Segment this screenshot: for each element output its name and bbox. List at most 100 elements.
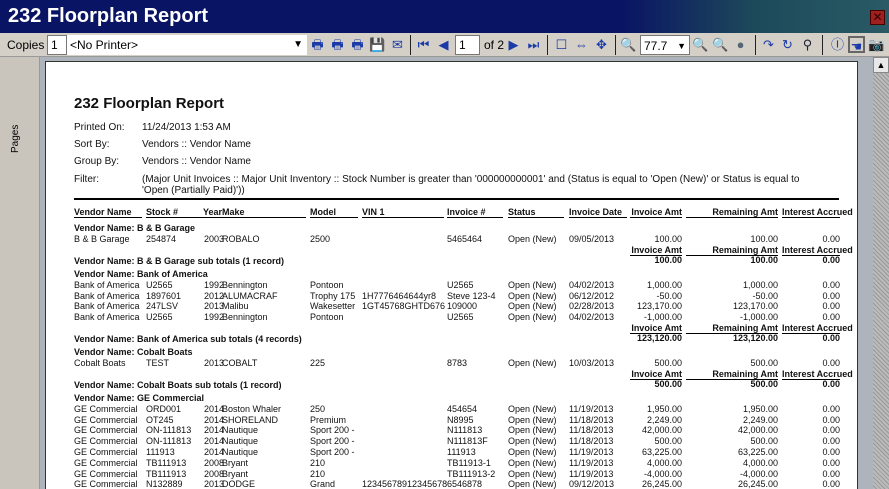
table-cell: COBALT [222, 358, 258, 368]
subtotal-value: 0.00 [822, 254, 840, 265]
hand-tool-icon[interactable]: ☚ [848, 36, 865, 54]
summary-header: Invoice Amt [630, 244, 682, 256]
print-setup-icon[interactable]: 🖶 [311, 37, 324, 52]
table-cell: -1,000.00 [643, 312, 682, 323]
table-cell: GE Commercial [74, 479, 138, 489]
table-cell: 210 [310, 468, 326, 479]
table-cell: 26,245.00 [737, 479, 778, 489]
pages-tab[interactable]: Pages [10, 124, 21, 153]
table-cell: Sport 200 - [310, 447, 355, 457]
table-cell: ORD001 [146, 403, 182, 414]
table-cell: 1,000.00 [646, 279, 682, 290]
table-cell: Open (New) [508, 457, 557, 468]
fit-page-icon[interactable]: ✥ [596, 37, 607, 52]
find-icon[interactable]: ⚲ [802, 37, 813, 52]
zoom-region-icon[interactable]: 🔍 [712, 37, 729, 52]
table-cell: 500.00 [654, 436, 682, 447]
table-cell: Sport 200 - [310, 425, 355, 436]
table-cell: -1,000.00 [739, 312, 778, 323]
zoom-out-icon[interactable]: 🔍 [620, 37, 637, 52]
column-header: Make [222, 207, 306, 218]
report-title: 232 Floorplan Report [74, 95, 225, 112]
table-cell: 04/02/2013 [569, 279, 615, 290]
table-cell: ALUMACRAF [222, 290, 278, 301]
prev-page-icon[interactable]: ◀ [438, 37, 449, 52]
column-header: Invoice Amt [630, 207, 682, 218]
table-cell: ON-111813 [146, 436, 192, 447]
subtotal-label: Vendor Name: Cobalt Boats sub totals (1 … [74, 379, 282, 390]
table-cell: -4,000.00 [643, 468, 682, 479]
next-page-icon[interactable]: ▶ [508, 37, 519, 52]
page-count: of 2 [484, 38, 505, 52]
table-cell: TEST [146, 358, 170, 368]
print-icon[interactable]: 🖶 [331, 37, 344, 52]
table-cell: Open (New) [508, 468, 557, 479]
table-cell: 2008 [204, 468, 225, 479]
table-cell: 63,225.00 [737, 447, 778, 457]
table-cell: Pontoon [310, 312, 344, 323]
zoom-select[interactable]: 77.7 ▼ [640, 35, 690, 55]
table-cell: 1992 [204, 312, 225, 323]
divider [74, 198, 839, 200]
close-icon[interactable]: ✕ [870, 10, 885, 25]
email-icon[interactable]: ✉ [392, 37, 403, 52]
table-cell: 2003 [204, 234, 225, 244]
table-cell: 2014 [204, 414, 225, 425]
table-cell: Open (New) [508, 414, 557, 425]
table-cell: Cobalt Boats [74, 358, 126, 368]
first-page-icon[interactable]: ⏮ [417, 37, 430, 52]
column-header: Invoice # [447, 207, 503, 218]
column-header: Vendor Name [74, 207, 142, 218]
chevron-down-icon: ▼ [293, 39, 303, 50]
last-page-icon[interactable]: ⏭ [527, 37, 540, 52]
table-cell: 2014 [204, 403, 225, 414]
ink-icon[interactable]: ● [736, 37, 745, 52]
table-cell: OT245 [146, 414, 174, 425]
subtotal-value: 100.00 [750, 254, 778, 265]
table-cell: 2014 [204, 425, 225, 436]
subtotal-value: 123,120.00 [636, 333, 682, 343]
page-input[interactable] [455, 35, 480, 55]
text-select-icon[interactable]: Ⓘ [830, 37, 844, 52]
table-cell: U2565 [146, 312, 173, 323]
reload-icon[interactable]: ↻ [782, 37, 793, 52]
save-icon[interactable]: 💾 [369, 37, 386, 52]
table-cell: Trophy 175 [310, 290, 356, 301]
table-cell: 109000 [447, 301, 478, 312]
subtotal-label: Vendor Name: B & B Garage sub totals (1 … [74, 255, 285, 266]
table-cell: 04/02/2013 [569, 312, 615, 323]
scroll-up-icon[interactable]: ▲ [873, 57, 889, 73]
table-cell: Bryant [222, 457, 249, 468]
table-cell: Open (New) [508, 301, 557, 312]
table-cell: 2013 [204, 479, 225, 489]
table-cell: 0.00 [822, 279, 840, 290]
table-cell: GE Commercial [74, 457, 138, 468]
table-cell: 0.00 [822, 403, 840, 414]
table-cell: 210 [310, 457, 326, 468]
table-cell: 1897601 [146, 290, 182, 301]
print-options-icon[interactable]: 🖶 [351, 37, 364, 52]
table-cell: 6546878 [447, 479, 483, 489]
table-cell: 11/19/2013 [569, 447, 614, 457]
copies-input[interactable] [47, 35, 67, 55]
group-header: Vendor Name: Cobalt Boats [74, 347, 193, 357]
summary-header: Interest Accrued [782, 368, 853, 380]
snapshot-icon[interactable]: 📷 [868, 37, 885, 52]
table-cell: 2013 [204, 358, 225, 368]
table-cell: 0.00 [822, 447, 840, 457]
vertical-scrollbar[interactable] [873, 57, 889, 489]
page-width-icon[interactable]: ⇔ [575, 37, 588, 52]
full-page-icon[interactable]: ☐ [555, 37, 568, 52]
table-cell: Open (New) [508, 279, 557, 290]
zoom-in-icon[interactable]: 🔍 [692, 37, 709, 52]
table-cell: 2500 [310, 234, 331, 244]
pages-panel[interactable]: Pages [0, 57, 40, 489]
column-header: Status [508, 207, 564, 218]
table-cell: 11/18/2013 [569, 425, 614, 436]
refresh-icon[interactable]: ↷ [763, 37, 774, 52]
meta-value: 11/24/2013 1:53 AM [142, 122, 231, 133]
printer-select[interactable]: <No Printer> ▼ [67, 35, 307, 55]
table-cell: 11/18/2013 [569, 414, 614, 425]
table-cell: 500.00 [750, 358, 778, 368]
table-cell: 63,225.00 [641, 447, 682, 457]
